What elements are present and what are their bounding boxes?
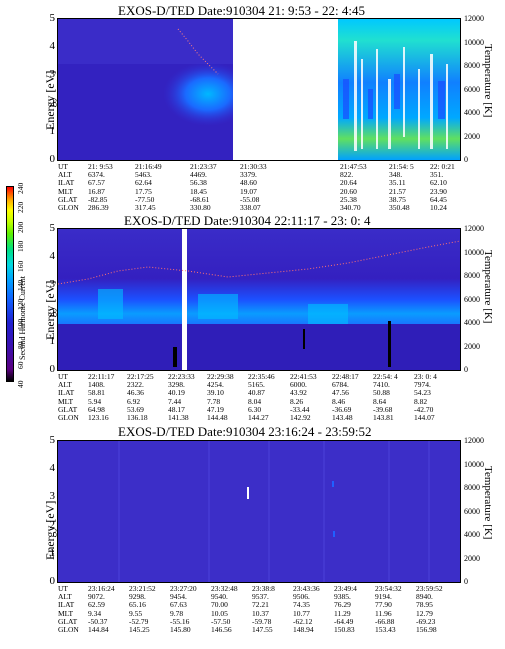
temperature-tick-label: 10000 <box>464 247 484 257</box>
y-tick-label: 4 <box>49 250 56 263</box>
y-tick-label: 2 <box>49 96 56 109</box>
colorbar-label: Second Harmonic Current <box>18 276 27 360</box>
temperature-tick-label: 2000 <box>464 131 480 141</box>
y-tick-label: 2 <box>49 518 56 531</box>
ephemeris-column: 23:43:36 9506. 74.35 10.77 -62.12 148.94 <box>293 584 320 635</box>
y-tick-label: 3 <box>49 490 56 503</box>
ephemeris-column: 23:21:52 9298. 65.16 9.55 -52.79 145.25 <box>129 584 156 635</box>
colorbar <box>6 186 14 382</box>
temperature-tick-label: 2000 <box>464 553 480 563</box>
y-tick-label: 3 <box>49 278 56 291</box>
panel-3-spectrogram <box>57 440 461 583</box>
colorbar-gradient <box>7 187 13 381</box>
y-tick-label: 2 <box>49 306 56 319</box>
ephemeris-column: 23:54:32 9194. 77.90 11.96 -66.88 153.43 <box>375 584 402 635</box>
panel-1-image <box>58 19 460 160</box>
panel-1-spectrogram <box>57 18 461 161</box>
ephemeris-column: 22: 0:21 351. 62.10 23.90 64.45 10.24 <box>430 162 455 213</box>
panel-2-rlabel: Temperature [K] <box>482 250 494 324</box>
panel-3-title: EXOS-D/TED Date:910304 23:16:24 - 23:59:… <box>118 424 372 439</box>
panel-2-image <box>58 229 460 370</box>
ephemeris-column: 22:11:17 1408. 58.81 5.94 64.98 123.16 <box>88 372 115 423</box>
colorbar-tick-label: 200 <box>16 221 25 233</box>
y-tick-label: 4 <box>49 462 56 475</box>
temperature-tick-label: 12000 <box>464 224 484 233</box>
panel-3-image <box>58 441 460 582</box>
ephemeris-row-labels: UT ALT ILAT MLT GLAT GLON <box>58 372 79 423</box>
ephemeris-column: 23:59:52 8940. 78.95 12.79 -69.23 156.98 <box>416 584 443 635</box>
ephemeris-column: 23:27:20 9454. 67.63 9.78 -55.16 145.80 <box>170 584 197 635</box>
temperature-tick-label: 0 <box>464 365 468 374</box>
ephemeris-row-labels: UT ALT ILAT MLT GLAT GLON <box>58 584 79 635</box>
colorbar-tick-label: 40 <box>16 380 25 389</box>
panel-1-rlabel: Temperature [K] <box>482 44 494 118</box>
ephemeris-column: 21:54: 5 348. 35.11 21.57 38.75 350.48 <box>389 162 414 213</box>
panel-2-spectrogram <box>57 228 461 371</box>
temperature-tick-label: 12000 <box>464 436 484 445</box>
ephemeris-column: 22:48:17 6784. 47.56 8.46 -36.69 143.48 <box>332 372 359 423</box>
temperature-tick-label: 12000 <box>464 14 484 23</box>
y-tick-label: 5 <box>49 12 56 24</box>
ephemeris-column: 23:38:8 9537. 72.21 10.37 -59.78 147.55 <box>252 584 275 635</box>
ephemeris-column: 21:23:37 4469. 56.38 18.45 -68.61 330.80 <box>190 162 217 213</box>
ephemeris-column: 21:47:53 822. 20.64 20.60 25.38 340.70 <box>340 162 367 213</box>
ephemeris-row-labels: UT ALT ILAT MLT GLAT GLON <box>58 162 79 213</box>
y-tick-label: 0 <box>49 575 56 587</box>
ephemeris-column: 21:30:33 3379. 48.60 19.07 -55.08 338.07 <box>240 162 267 213</box>
ephemeris-column: 22:35:46 5165. 40.87 8.04 6.30 144.27 <box>248 372 275 423</box>
temperature-tick-label: 6000 <box>464 506 480 516</box>
y-tick-label: 1 <box>49 124 56 137</box>
temperature-tick-label: 0 <box>464 155 468 164</box>
y-tick-label: 1 <box>49 334 56 347</box>
colorbar-tick-label: 60 <box>16 361 25 369</box>
y-tick-label: 5 <box>49 222 56 234</box>
y-tick-label: 4 <box>49 40 56 53</box>
temperature-tick-label: 8000 <box>464 483 480 492</box>
ephemeris-column: 22:17:25 2322. 46.36 6.92 53.69 136.18 <box>127 372 154 423</box>
temperature-tick-label: 10000 <box>464 37 484 47</box>
panel-3-rlabel: Temperature [K] <box>482 466 494 540</box>
y-tick-label: 3 <box>49 68 56 81</box>
ephemeris-column: 21: 9:53 6374. 67.57 16.87 -82.85 286.39 <box>88 162 113 213</box>
temperature-tick-label: 2000 <box>464 341 480 351</box>
panel-2-title: EXOS-D/TED Date:910304 22:11:17 - 23: 0:… <box>124 213 371 228</box>
ephemeris-column: 22:29:38 4254. 39.10 7.78 47.19 144.48 <box>207 372 234 423</box>
temperature-tick-label: 8000 <box>464 61 480 70</box>
temperature-tick-label: 8000 <box>464 271 480 280</box>
panel-1-title: EXOS-D/TED Date:910304 21: 9:53 - 22: 4:… <box>118 3 365 18</box>
colorbar-tick-label: 160 <box>16 260 25 272</box>
ephemeris-column: 23:32:48 9540. 70.00 10.05 -57.50 146.56 <box>211 584 238 635</box>
ephemeris-column: 23:49:4 9385. 76.29 11.29 -64.49 150.83 <box>334 584 357 635</box>
temperature-tick-label: 6000 <box>464 294 480 304</box>
temperature-tick-label: 0 <box>464 577 468 586</box>
temperature-tick-label: 10000 <box>464 459 484 469</box>
y-tick-label: 1 <box>49 546 56 559</box>
y-tick-label: 0 <box>49 153 56 165</box>
temperature-tick-label: 4000 <box>464 108 480 117</box>
colorbar-tick-label: 220 <box>16 202 25 214</box>
y-tick-label: 5 <box>49 434 56 446</box>
temperature-tick-label: 6000 <box>464 84 480 94</box>
temperature-tick-label: 4000 <box>464 318 480 327</box>
ephemeris-column: 23: 0: 4 7974. 54.23 8.82 -42.70 144.07 <box>414 372 437 423</box>
ephemeris-column: 21:16:49 5463. 62.64 17.75 -77.50 317.45 <box>135 162 162 213</box>
ephemeris-column: 22:41:53 6000. 43.92 8.26 -33.44 142.92 <box>290 372 317 423</box>
colorbar-tick-label: 180 <box>16 240 25 253</box>
colorbar-tick-label: 240 <box>16 182 25 194</box>
y-tick-label: 0 <box>49 363 56 375</box>
ephemeris-column: 22:54: 4 7410. 50.88 8.64 -39.68 143.81 <box>373 372 398 423</box>
ephemeris-column: 23:16:24 9072. 62.59 9.34 -50.37 144.84 <box>88 584 115 635</box>
ephemeris-column: 22:23:33 3298. 40.19 7.44 48.17 141.38 <box>168 372 195 423</box>
temperature-tick-label: 4000 <box>464 530 480 539</box>
